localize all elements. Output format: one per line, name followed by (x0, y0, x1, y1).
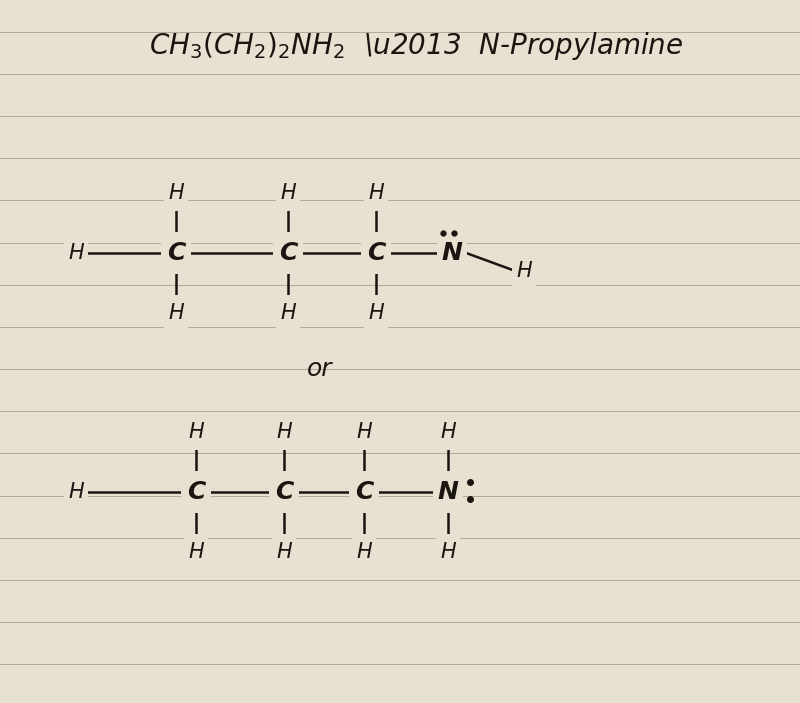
Bar (181, 471, 211, 513)
Bar (349, 471, 379, 513)
Bar (436, 534, 460, 569)
Bar (273, 232, 303, 274)
Bar (272, 534, 296, 569)
Text: C: C (279, 241, 297, 265)
Text: C: C (355, 480, 373, 504)
Text: H: H (188, 423, 204, 442)
Bar (512, 253, 536, 288)
Text: H: H (356, 423, 372, 442)
Bar (352, 534, 376, 569)
Text: H: H (368, 183, 384, 203)
Bar (269, 471, 299, 513)
Text: H: H (188, 542, 204, 562)
Text: or: or (307, 357, 333, 381)
Bar (364, 176, 388, 211)
Text: N: N (438, 480, 458, 504)
Bar (276, 295, 300, 330)
Text: H: H (440, 423, 456, 442)
Text: C: C (187, 480, 205, 504)
Bar (164, 176, 188, 211)
Text: C: C (367, 241, 385, 265)
Bar (364, 295, 388, 330)
Bar (184, 415, 208, 450)
Bar (272, 415, 296, 450)
Bar (164, 295, 188, 330)
Text: N: N (442, 241, 462, 265)
Bar (437, 232, 467, 274)
Text: H: H (368, 303, 384, 323)
Bar (361, 232, 391, 274)
Text: $CH_3(CH_2)_2NH_2$  \u2013  N-Propylamine: $CH_3(CH_2)_2NH_2$ \u2013 N-Propylamine (149, 30, 683, 62)
Text: H: H (68, 243, 84, 263)
Text: H: H (440, 542, 456, 562)
Text: H: H (280, 303, 296, 323)
Bar (276, 176, 300, 211)
Bar (352, 415, 376, 450)
Text: H: H (276, 423, 292, 442)
Text: H: H (168, 183, 184, 203)
Bar (433, 471, 463, 513)
Bar (64, 236, 88, 271)
Bar (161, 232, 191, 274)
Bar (184, 534, 208, 569)
Text: C: C (167, 241, 185, 265)
Bar (64, 475, 88, 510)
Text: H: H (280, 183, 296, 203)
Text: H: H (68, 482, 84, 502)
Text: H: H (356, 542, 372, 562)
Text: H: H (276, 542, 292, 562)
Text: C: C (275, 480, 293, 504)
Text: H: H (516, 261, 532, 280)
Bar (436, 415, 460, 450)
Text: H: H (168, 303, 184, 323)
